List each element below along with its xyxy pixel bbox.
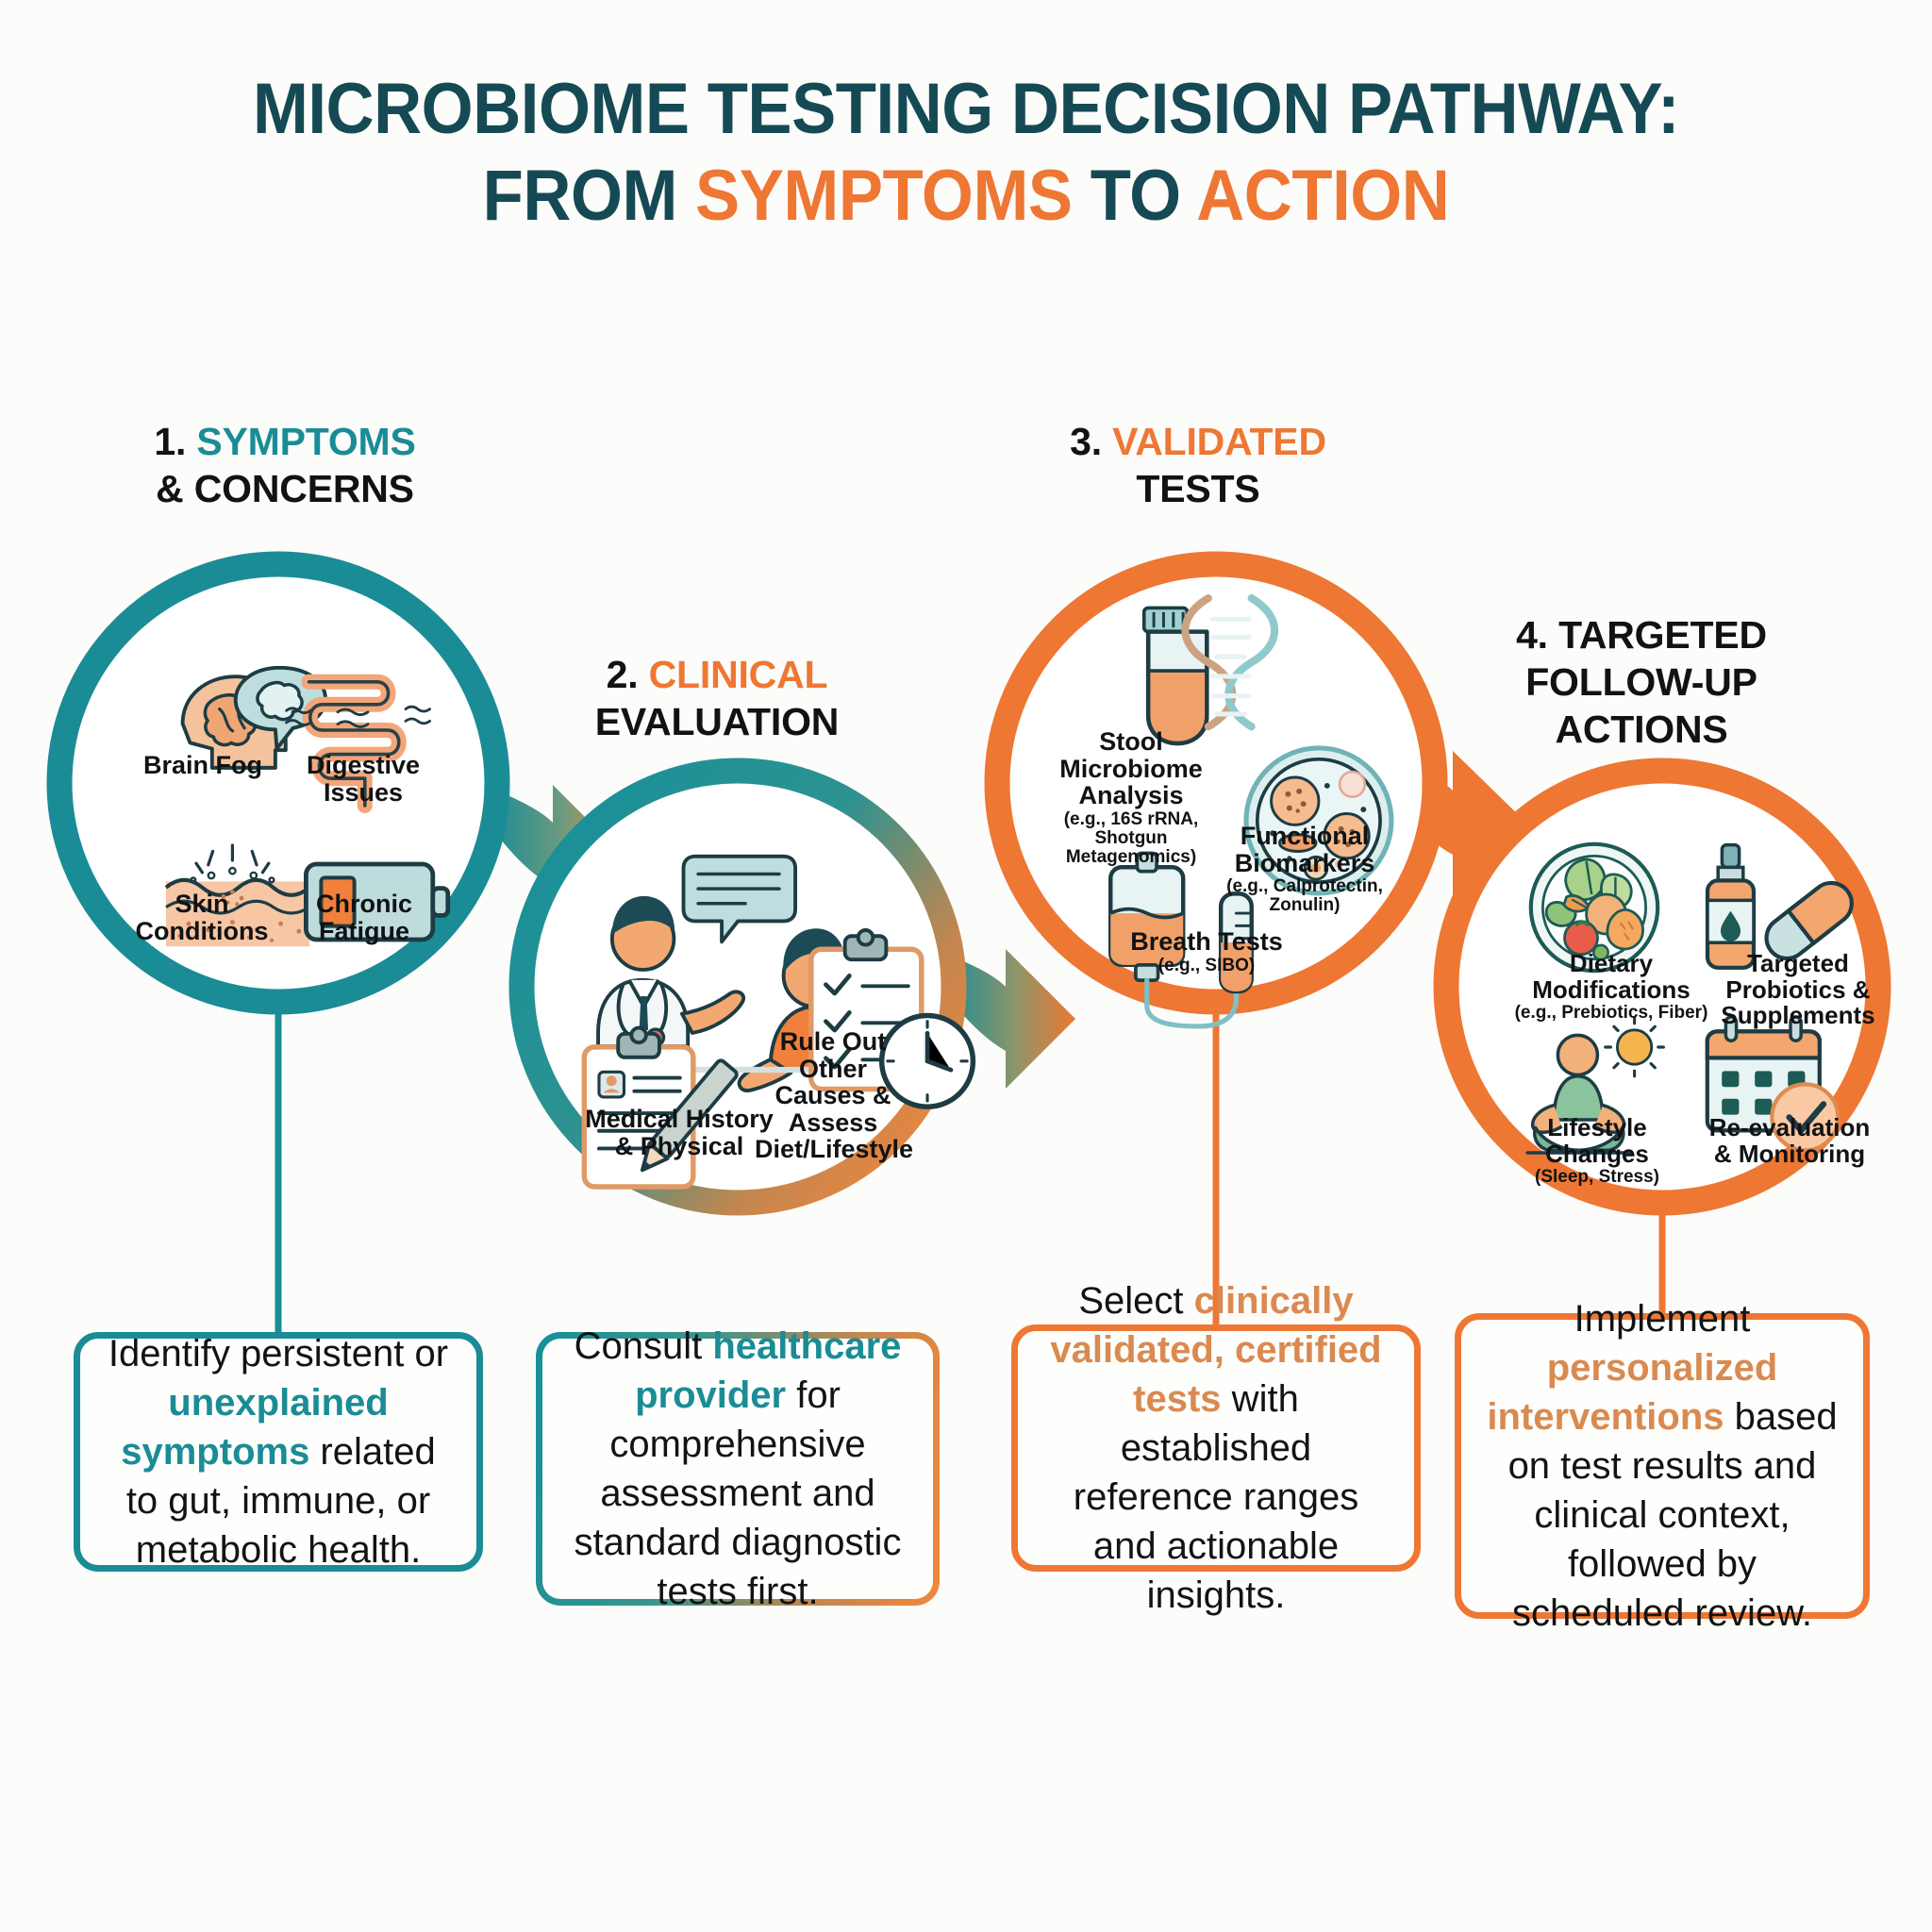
step-3-item-0-label: Stool Microbiome Analysis (e.g., 16S rRN… (1041, 728, 1221, 867)
caption: Lifestyle Changes (1545, 1113, 1649, 1168)
step-4-description-text: Implement personalized interventions bas… (1486, 1294, 1839, 1638)
caption-sub: (e.g., Prebiotics, Fiber) (1514, 1003, 1708, 1024)
caption: Targeted Probiotics & (1725, 949, 1871, 1004)
step-1-item-2-label: Skin Conditions (121, 891, 283, 944)
text-highlight: personalized interventions (1487, 1347, 1778, 1438)
caption-sub: Conditions (135, 916, 269, 945)
text-part: Identify persistent or (108, 1333, 449, 1374)
step-2-rest: EVALUATION (594, 700, 840, 744)
text-part: related to gut, immune, or metabolic hea… (125, 1431, 436, 1571)
step-4-item-0-label: Dietary Modifications (e.g., Prebiotics,… (1513, 949, 1709, 1024)
step-1-description-text: Identify persistent or unexplained sympt… (105, 1329, 452, 1574)
caption-sub: (e.g., 16S rRNA, Shotgun Metagenomics) (1063, 808, 1199, 867)
step-4-item-1-label: Targeted Probiotics & Supplements (1704, 949, 1892, 1030)
step-1-item-3-label: Chronic Fatigue (283, 891, 445, 944)
step-3-number: 3. (1070, 420, 1102, 463)
caption: Functional Biomarkers (1234, 822, 1375, 877)
step-2-item-2-label: Rule Out Other Causes & Assess Diet/Life… (755, 1027, 914, 1164)
step-1-header: 1. SYMPTOMS & CONCERNS (87, 418, 483, 512)
caption-sub: Fatigue (318, 916, 409, 945)
text-highlight: healthcare provider (635, 1325, 902, 1416)
arrow-step2-to-step3 (943, 949, 1075, 1089)
page-title: MICROBIOME TESTING DECISION PATHWAY: FRO… (0, 74, 1932, 232)
title-from: FROM (482, 156, 696, 236)
step-3-item-1-label: Functional Biomarkers (e.g., Calprotecti… (1215, 823, 1394, 915)
step-3-header: 3. VALIDATED TESTS (1009, 418, 1387, 512)
caption-sub: (e.g., SIBO) (1158, 955, 1256, 975)
step-4-item-2-label: Lifestyle Changes (Sleep, Stress) (1496, 1113, 1698, 1188)
title-to: TO (1072, 156, 1197, 236)
step-3-highlight: VALIDATED (1112, 420, 1326, 463)
caption-sub: (Sleep, Stress) (1535, 1167, 1659, 1188)
connector-stems (275, 1014, 1666, 1332)
step-2-number: 2. (606, 653, 639, 696)
step-4-item-3-label: Re-evaluation & Monitoring (1698, 1113, 1881, 1168)
step-1-number: 1. (154, 420, 187, 463)
caption-sub: Issues (323, 777, 404, 807)
caption: Stool Microbiome Analysis (1059, 727, 1203, 810)
caption: Rule Out Other Causes & Assess (774, 1027, 891, 1137)
test-tube-dna-icon (1141, 594, 1278, 746)
step-2-header: 2. CLINICAL EVALUATION (557, 651, 877, 745)
caption: Medical History (585, 1105, 774, 1133)
step-2-item-1-label: Medical History & Physical (568, 1106, 791, 1159)
step-1-highlight: SYMPTOMS (196, 420, 416, 463)
step-1-item-1-label: Digestive Issues (283, 752, 443, 806)
step-3-rest: TESTS (1136, 467, 1260, 511)
caption: Chronic (315, 890, 412, 918)
caption: Digestive (306, 751, 421, 779)
title-symptoms: SYMPTOMS (695, 156, 1073, 236)
step-2-description-box: Consult healthcare provider for comprehe… (536, 1325, 940, 1612)
caption-sub: Diet/Lifestyle (755, 1135, 914, 1164)
step-4-header: 4. TARGETED FOLLOW-UP ACTIONS (1443, 611, 1840, 753)
step-1-rest: & CONCERNS (156, 467, 414, 511)
caption: Skin (175, 890, 229, 918)
caption: Dietary Modifications (1532, 949, 1690, 1004)
text-part: with established reference ranges and ac… (1073, 1378, 1359, 1616)
caption-sub: Supplements (1721, 1001, 1875, 1030)
text-highlight: unexplained symptoms (121, 1382, 389, 1473)
caption-sub: (e.g., Calprotectin, Zonulin) (1226, 876, 1383, 916)
step-3-item-2-label: Breath Tests (e.g., SIBO) (1119, 928, 1294, 975)
text-part: Select (1078, 1280, 1194, 1322)
title-line-2: FROM SYMPTOMS TO ACTION (68, 160, 1865, 232)
text-highlight: clinically validated, certified tests (1050, 1280, 1382, 1420)
step-1-description-box: Identify persistent or unexplained sympt… (74, 1332, 483, 1572)
arrow-step1-to-step2 (491, 785, 623, 924)
step-2-highlight: CLINICAL (648, 653, 828, 696)
text-part: Implement (1574, 1298, 1751, 1340)
caption: Breath Tests (1130, 927, 1283, 956)
arrow-step3-to-step4 (1387, 751, 1526, 894)
text-part: based on test results and clinical conte… (1507, 1396, 1838, 1634)
text-part: Consult (574, 1325, 713, 1367)
step-3-description-text: Select clinically validated, certified t… (1042, 1276, 1390, 1620)
step-4-rest: TARGETED FOLLOW-UP ACTIONS (1525, 613, 1767, 752)
caption: Brain Fog (143, 751, 262, 779)
step-4-number: 4. (1516, 613, 1548, 657)
step-4-description-box: Implement personalized interventions bas… (1455, 1298, 1870, 1634)
caption: Re-evaluation (1708, 1113, 1871, 1141)
step-2-description-text: Consult healthcare provider for comprehe… (567, 1322, 908, 1616)
title-action: ACTION (1196, 156, 1450, 236)
caption-sub: & Physical (614, 1131, 744, 1160)
step-1-item-0-label: Brain Fog (123, 752, 283, 779)
title-line-1: MICROBIOME TESTING DECISION PATHWAY: (252, 69, 1680, 149)
step-3-description-box: Select clinically validated, certified t… (1011, 1280, 1421, 1616)
flow-arrows (491, 751, 1526, 1089)
text-part: for comprehensive assessment and standar… (574, 1374, 902, 1612)
caption-sub: & Monitoring (1713, 1139, 1866, 1168)
